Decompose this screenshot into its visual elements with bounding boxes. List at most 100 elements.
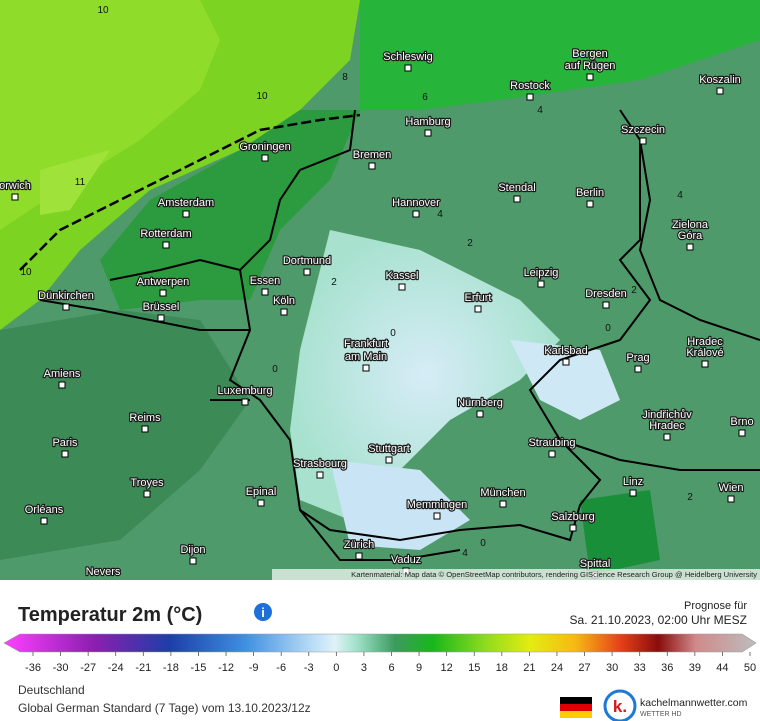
- city-marker: [40, 517, 48, 525]
- city-label: Vaduz: [391, 554, 421, 566]
- colorbar-tick-label: -36: [25, 662, 41, 674]
- colorbar-tick-label: -18: [163, 662, 179, 674]
- city-marker: [513, 195, 521, 203]
- city-label: Salzburg: [551, 511, 594, 523]
- colorbar-tick-label: -30: [53, 662, 69, 674]
- contour-label: 2: [331, 277, 337, 288]
- city-label: Orléans: [25, 504, 64, 516]
- colorbar-tick-label: 18: [496, 662, 508, 674]
- city-label: München: [480, 487, 525, 499]
- city-marker: [404, 64, 412, 72]
- city-marker: [586, 200, 594, 208]
- city-label: am Main: [345, 351, 387, 363]
- colorbar-tick-label: 27: [578, 662, 590, 674]
- city-marker: [424, 129, 432, 137]
- contour-label-layer: 10 10 11 10 8 6 4 4 2 2 0 0 2 0 4 2 4 0: [20, 5, 693, 559]
- info-icon[interactable]: [254, 603, 272, 621]
- city-marker: [11, 193, 19, 201]
- brand-sub: WETTER HD: [640, 711, 682, 718]
- city-label: Memmingen: [407, 499, 468, 511]
- forecast-time: Sa. 21.10.2023, 02:00 Uhr MESZ: [570, 613, 747, 627]
- city-label: Amsterdam: [158, 197, 214, 209]
- contour-label: 10: [20, 267, 32, 278]
- colorbar-tick-label: -9: [249, 662, 259, 674]
- city-marker: [261, 154, 269, 162]
- city-label: Králové: [686, 347, 723, 359]
- flag: [560, 697, 592, 718]
- contour-label: 2: [467, 238, 473, 249]
- city-marker: [738, 429, 746, 437]
- city-marker: [261, 288, 269, 296]
- city-label: Epinal: [246, 486, 277, 498]
- colorbar: [3, 633, 757, 653]
- city-label: Rostock: [510, 80, 550, 92]
- city-label: Bremen: [353, 149, 392, 161]
- city-marker: [241, 398, 249, 406]
- city-label: Hamburg: [405, 116, 450, 128]
- forecast-label: Prognose für: [684, 600, 747, 612]
- brand-name[interactable]: kachelmannwetter.com: [640, 697, 748, 709]
- contour-label: 2: [687, 492, 693, 503]
- colorbar-tick-label: -15: [191, 662, 207, 674]
- attribution-bg: [272, 569, 760, 580]
- cold-patch: [510, 340, 620, 420]
- alpine-patch: [580, 490, 660, 575]
- contour-label: 2: [631, 285, 637, 296]
- city-marker: [316, 471, 324, 479]
- city-marker: [639, 137, 647, 145]
- city-marker: [303, 268, 311, 276]
- contour-label: 11: [75, 177, 86, 188]
- city-marker: [586, 73, 594, 81]
- city-label: Szczecin: [621, 124, 665, 136]
- city-label: auf Rügen: [565, 60, 616, 72]
- colorbar-tick-label: 36: [661, 662, 673, 674]
- city-label: orwich: [0, 180, 31, 192]
- city-label: Stendal: [498, 182, 535, 194]
- city-marker: [162, 241, 170, 249]
- city-label: Brüssel: [143, 301, 180, 313]
- city-label: Köln: [273, 295, 295, 307]
- city-label: Schleswig: [383, 51, 433, 63]
- city-label: Dünkirchen: [38, 290, 94, 302]
- city-marker: [629, 489, 637, 497]
- colorbar-tick-label: 30: [606, 662, 618, 674]
- colorbar-ticks: -36 -30 -27 -24 -21 -18 -15 -12 -9 -6 -3 0 3 6 9 12 15 18…: [25, 652, 756, 674]
- city-label: Bergen: [572, 48, 607, 60]
- city-label: Dijon: [180, 544, 205, 556]
- city-label: Nevers: [86, 566, 121, 578]
- colorbar-tick-label: 9: [416, 662, 422, 674]
- contour-label: 10: [256, 91, 268, 102]
- colorbar-tick-label: -27: [80, 662, 96, 674]
- city-label: Stuttgart: [368, 443, 410, 455]
- city-marker: [141, 425, 149, 433]
- colorbar-tick-label: -21: [135, 662, 151, 674]
- city-marker: [602, 301, 610, 309]
- city-marker: [433, 512, 441, 520]
- contour-label: 4: [677, 190, 683, 201]
- city-label: Kassel: [385, 270, 418, 282]
- city-marker: [159, 289, 167, 297]
- city-label: Erfurt: [465, 292, 492, 304]
- city-label: Luxemburg: [217, 385, 272, 397]
- colorbar-tick-label: 6: [388, 662, 394, 674]
- city-marker: [716, 87, 724, 95]
- city-marker: [189, 557, 197, 565]
- city-label: Brno: [730, 416, 753, 428]
- city-label: Prag: [626, 352, 649, 364]
- contour-label: 4: [437, 209, 443, 220]
- city-label: Dresden: [585, 288, 627, 300]
- warm-patch: [40, 150, 110, 215]
- brand-logo[interactable]: [603, 689, 637, 721]
- city-label: Hradec: [687, 336, 723, 348]
- city-label: Wien: [718, 482, 743, 494]
- city-marker: [58, 381, 66, 389]
- city-label: Nürnberg: [457, 397, 503, 409]
- city-marker: [526, 93, 534, 101]
- contour-label: 0: [605, 323, 611, 334]
- city-label: Reims: [129, 412, 161, 424]
- city-marker: [569, 524, 577, 532]
- footer-model: Global German Standard (7 Tage) vom 13.1…: [18, 701, 311, 715]
- city-label: Spittal: [580, 558, 611, 570]
- city-label: Zürich: [344, 539, 375, 551]
